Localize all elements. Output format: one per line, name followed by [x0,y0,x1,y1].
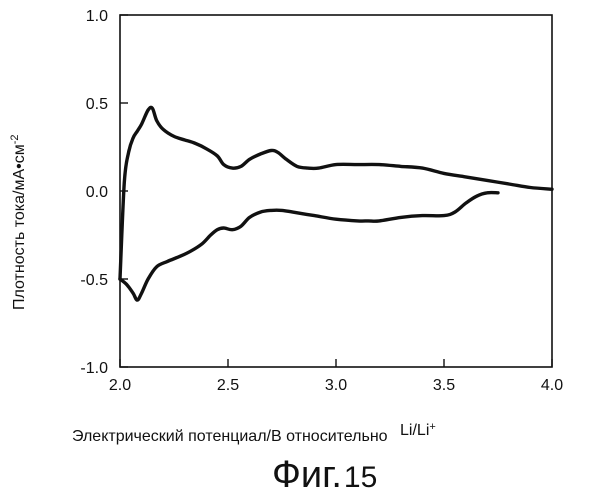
y-axis-ticks: 1.0 0.5 0.0 -0.5 -1.0 [80,8,128,377]
x-axis-label-main: Электрический потенциал/В относительно [72,428,388,445]
y-axis-label: Плотность тока/мА•см-2 [9,134,28,310]
series-lines [120,107,552,300]
figure-caption-prefix: Фиг. [272,454,342,496]
x-axis-ticks: 2.0 2.5 3.0 3.5 4.0 [109,359,563,394]
x-tick-label: 3.0 [325,377,347,394]
y-tick-label: 0.0 [86,184,108,201]
x-axis-label: Электрический потенциал/В относительно L… [72,421,436,445]
x-tick-label: 2.0 [109,377,131,394]
y-tick-label: -0.5 [80,272,108,289]
figure-caption: Фиг.15 [272,454,377,496]
y-tick-label: 1.0 [86,8,108,25]
figure-caption-number: 15 [344,461,377,494]
x-tick-label: 4.0 [541,377,563,394]
x-tick-label: 3.5 [433,377,455,394]
y-axis-label-superscript: -2 [9,134,21,144]
y-axis-label-main: Плотность тока/мА•см [11,144,28,310]
series-line-2 [120,193,498,301]
x-axis-label-reference: Li/Li [400,422,429,439]
y-tick-label: -1.0 [80,360,108,377]
plot-frame [120,15,552,367]
y-tick-label: 0.5 [86,96,108,113]
x-axis-label-reference-superscript: + [429,421,435,433]
x-tick-label: 2.5 [217,377,239,394]
